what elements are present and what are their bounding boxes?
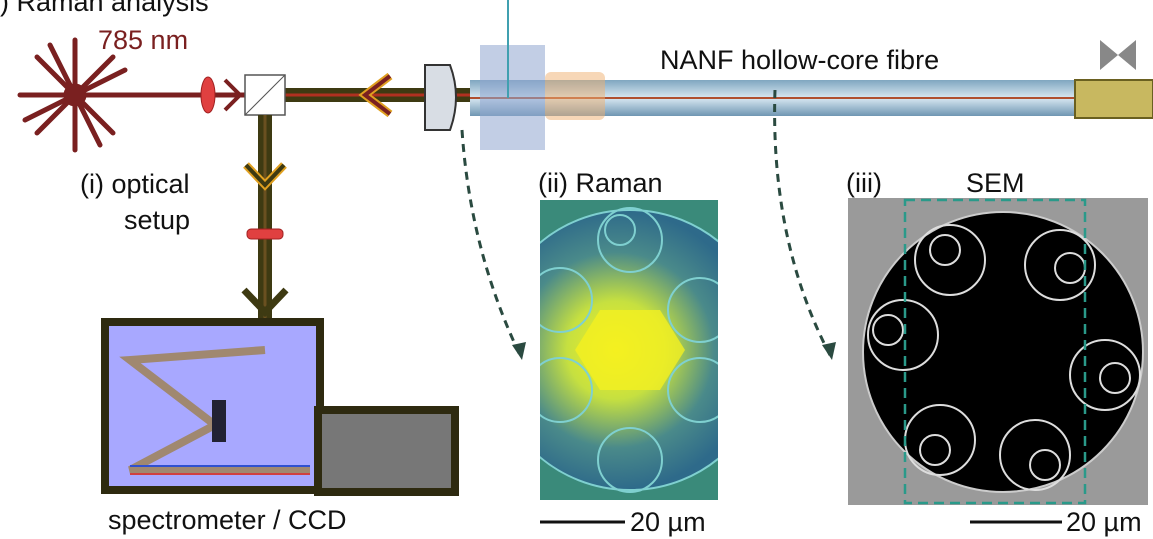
panel-title: ) Raman analysis [0, 0, 209, 17]
raman-label: (ii) Raman [538, 168, 663, 198]
pointer [512, 342, 526, 360]
sem-label: SEM [966, 168, 1025, 198]
cell-window [480, 45, 545, 150]
filter [247, 229, 283, 239]
setup-label: (i) optical [80, 169, 190, 199]
laser [20, 40, 125, 150]
pointer [822, 342, 836, 360]
scale-label: 20 µm [1066, 507, 1142, 537]
spectrometer-label: spectrometer / CCD [108, 505, 347, 535]
pointer [775, 90, 830, 355]
figure: ) Raman analysis 785 nm NANF hollow-core… [0, 0, 1153, 539]
sem-image [848, 198, 1148, 505]
lens [425, 65, 456, 130]
cell-window [545, 72, 605, 120]
valve [1100, 40, 1136, 70]
pointer [462, 130, 520, 355]
fibre-end [1075, 80, 1153, 118]
grating [212, 400, 226, 442]
scale-label: 20 µm [630, 507, 706, 537]
filter [201, 77, 215, 113]
sem-index: (iii) [846, 168, 882, 198]
raman-image [490, 200, 770, 500]
setup-label: setup [124, 205, 190, 235]
wavelength-label: 785 nm [98, 25, 188, 55]
fibre-label: NANF hollow-core fibre [660, 45, 939, 75]
ccd [318, 410, 455, 492]
